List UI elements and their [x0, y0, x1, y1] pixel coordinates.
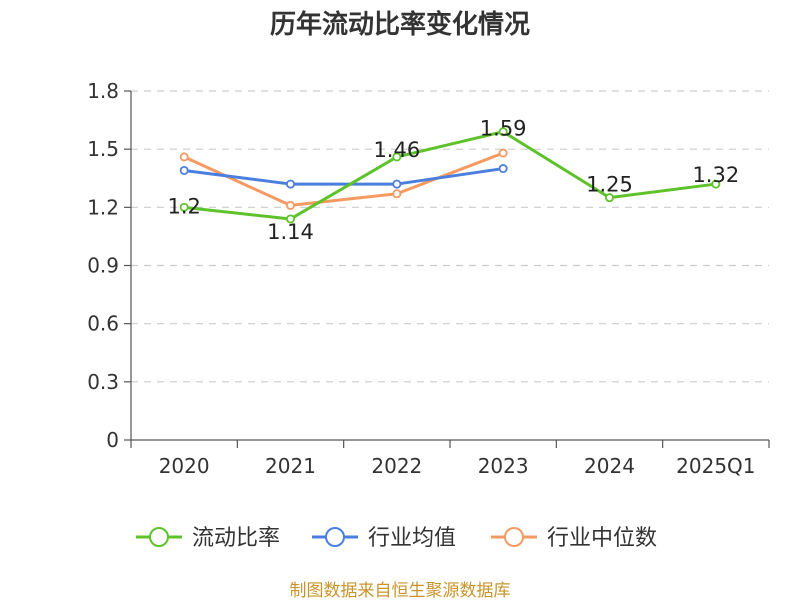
legend-label-2: 行业中位数 [547, 526, 657, 551]
series-line-2 [183, 151, 504, 207]
series-2-point-3 [498, 148, 508, 158]
legend-item-2[interactable]: 行业中位数 [491, 526, 657, 551]
series-0-point-1 [285, 214, 295, 224]
x-tick-label-3: 2023 [478, 454, 529, 478]
grid-lines [131, 90, 769, 383]
series-1-point-3 [498, 164, 508, 174]
legend-swatch-marker-1 [325, 527, 345, 547]
legend-swatch-marker-2 [504, 527, 524, 547]
series-2-point-2 [392, 189, 402, 199]
series-0-point-0 [179, 202, 189, 212]
series-0-point-4 [605, 193, 615, 203]
x-tick-label-0: 2020 [159, 454, 210, 478]
legend-item-0[interactable]: 流动比率 [136, 526, 280, 551]
data-label-1: 1.14 [267, 220, 314, 244]
y-tick-label-3: 0.9 [87, 254, 119, 278]
series-1-point-2 [392, 179, 402, 189]
data-label-0: 1.2 [167, 194, 200, 218]
series-2-point-0 [179, 152, 189, 162]
y-tick-label-0: 0 [106, 428, 119, 452]
series-1-point-0 [179, 165, 189, 175]
series-0-point-2 [392, 152, 402, 162]
x-tick-label-2: 2022 [371, 454, 422, 478]
legend-item-1[interactable]: 行业均值 [312, 526, 456, 551]
data-label-5: 1.32 [692, 163, 739, 187]
series-group [179, 127, 721, 224]
legend-label-1: 行业均值 [368, 526, 456, 551]
y-tick-label-2: 0.6 [87, 312, 119, 336]
series-line-1 [183, 167, 504, 186]
y-tick-label-4: 1.2 [87, 195, 119, 219]
series-2-point-1 [285, 200, 295, 210]
series-0-point-5 [711, 179, 721, 189]
data-label-4: 1.25 [586, 173, 633, 197]
x-tick-label-1: 2021 [265, 454, 316, 478]
y-tick-label-6: 1.8 [87, 79, 119, 103]
x-tick-label-5: 2025Q1 [676, 454, 755, 478]
x-tick-label-4: 2024 [584, 454, 635, 478]
data-labels: 1.2 1.14 1.46 1.59 1.25 1.32 [167, 117, 739, 244]
legend-label-0: 流动比率 [192, 526, 280, 551]
source-note: 制图数据来自恒生聚源数据库 [290, 581, 511, 600]
series-0-point-3 [498, 127, 508, 137]
legend: 流动比率 行业均值 行业中位数 [136, 526, 657, 551]
legend-swatch-marker-0 [149, 527, 169, 547]
data-label-3: 1.59 [480, 117, 527, 141]
data-label-2: 1.46 [373, 138, 420, 162]
y-tick-label-5: 1.5 [87, 137, 119, 161]
series-line-0 [184, 130, 717, 221]
y-tick-label-1: 0.3 [87, 370, 119, 394]
series-1-point-1 [285, 179, 295, 189]
axes: 0 0.3 0.6 0.9 1.2 1.5 1.8 2020 2021 2022 2023 2024 2… [87, 79, 770, 478]
chart-title: 历年流动比率变化情况 [270, 9, 530, 40]
